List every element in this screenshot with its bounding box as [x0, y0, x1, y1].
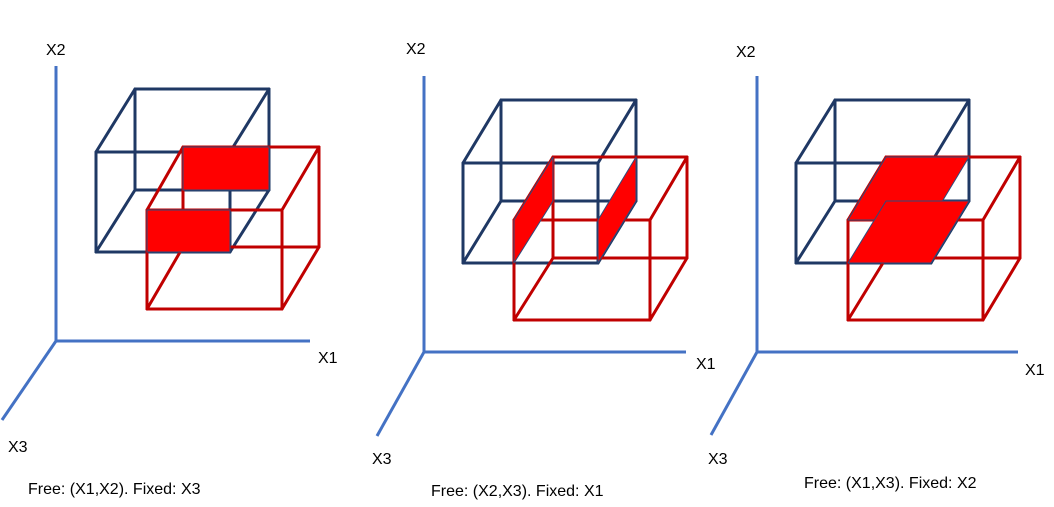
x1-axis-label: X1 — [318, 350, 338, 367]
panel-caption: Free: (X2,X3). Fixed: X1 — [431, 483, 604, 500]
overlap-face-bottom — [847, 200, 970, 264]
red-cube-depth-edges — [145, 145, 321, 311]
axes — [375, 76, 686, 437]
x3-axis-label: X3 — [8, 439, 28, 456]
x3-axis-line — [375, 351, 426, 437]
x3-axis-line — [709, 351, 759, 436]
overlap-faces — [847, 156, 970, 264]
axes — [709, 76, 1018, 436]
panel-caption: Free: (X1,X2). Fixed: X3 — [28, 481, 201, 498]
panel-free-x1-x3: X2 X1 X3 Free: (X1,X3). Fixed: X2 — [708, 44, 1045, 492]
panel-caption: Free: (X1,X3). Fixed: X2 — [804, 475, 977, 492]
x3-axis-label: X3 — [708, 451, 728, 468]
overlap-face-right — [597, 156, 637, 264]
x1-axis-label: X1 — [696, 356, 716, 373]
x3-axis-label: X3 — [372, 451, 392, 468]
overlap-face-left — [513, 156, 554, 264]
x2-axis-label: X2 — [406, 41, 426, 58]
x1-axis-label: X1 — [1025, 362, 1045, 379]
axes — [0, 66, 310, 421]
x2-axis-label: X2 — [46, 42, 66, 59]
overlap-faces — [513, 156, 637, 264]
blue-cube-depth-edges — [794, 98, 971, 265]
overlap-face-front — [146, 209, 231, 253]
x2-axis-label: X2 — [736, 44, 756, 61]
blue-cube-depth-edges — [94, 87, 271, 254]
blue-cube-back-face — [499, 98, 638, 203]
blue-cube-depth-edges — [461, 98, 638, 265]
red-cube-front-face — [512, 218, 652, 322]
overlap-face-back — [182, 146, 270, 191]
panel-free-x2-x3: X2 X1 X3 Free: (X2,X3). Fixed: X1 — [372, 41, 716, 500]
overlap-faces — [146, 146, 270, 253]
panel-free-x1-x2: X2 X1 X3 Free: (X1,X2). Fixed: X3 — [0, 42, 338, 498]
x3-axis-line — [0, 340, 58, 421]
